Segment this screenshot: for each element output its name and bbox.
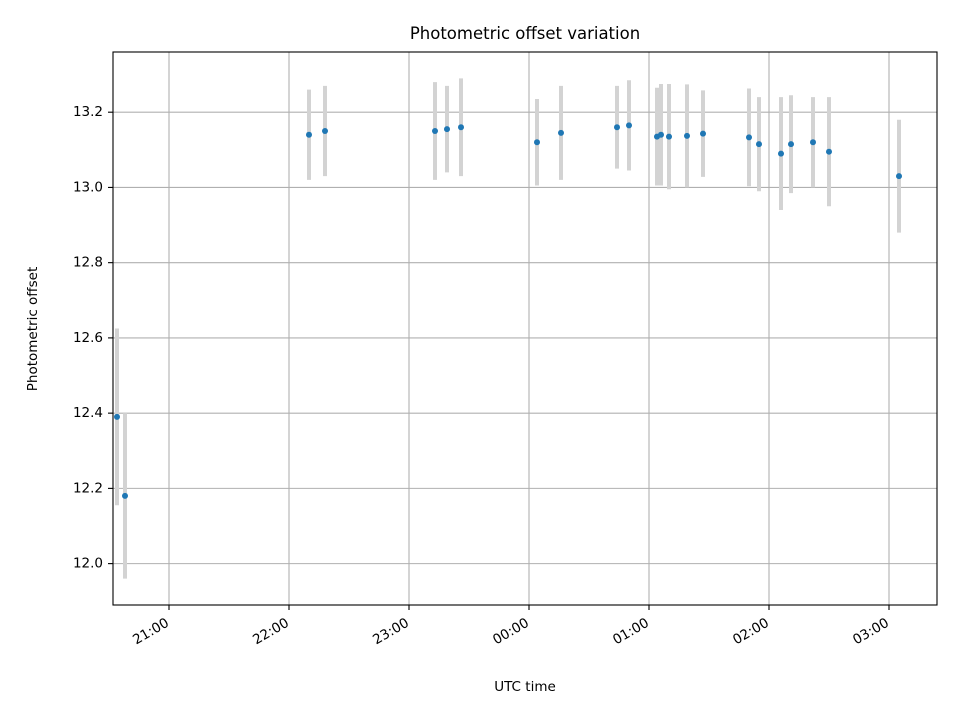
y-tick-label: 12.8 xyxy=(73,255,103,271)
plot-frame xyxy=(112,51,938,606)
data-point xyxy=(458,124,464,131)
data-point xyxy=(322,128,328,134)
y-axis-ticks: 12.0 12.2 12.4 12.6 12.8 13.0 13.2 xyxy=(73,104,113,572)
data-point xyxy=(614,124,620,131)
data-point xyxy=(534,139,540,146)
data-point xyxy=(746,134,752,141)
y-tick-label: 13.0 xyxy=(73,179,103,195)
x-tick-label: 02:00 xyxy=(730,615,772,648)
data-point xyxy=(778,150,784,157)
chart-title: Photometric offset variation xyxy=(410,24,640,43)
data-point xyxy=(432,128,438,134)
data-point xyxy=(558,129,564,136)
x-tick-label: 22:00 xyxy=(250,615,292,648)
data-point xyxy=(826,148,832,155)
x-axis-ticks: 21:00 22:00 23:00 00:00 01:00 02:00 03:00 xyxy=(130,605,892,648)
y-tick-label: 12.4 xyxy=(73,405,103,421)
data-point xyxy=(306,131,312,138)
data-point xyxy=(626,122,632,129)
data-point xyxy=(788,141,794,148)
data-point xyxy=(700,130,706,137)
y-axis-label: Photometric offset xyxy=(25,267,41,391)
x-tick-label: 23:00 xyxy=(370,615,412,648)
y-tick-label: 13.2 xyxy=(73,104,103,120)
data-point xyxy=(684,132,690,139)
x-tick-label: 01:00 xyxy=(610,615,652,648)
data-point xyxy=(666,133,672,140)
x-axis-label: UTC time xyxy=(494,679,556,695)
data-point xyxy=(756,141,762,148)
data-point xyxy=(114,413,120,420)
data-point xyxy=(444,126,450,133)
grid xyxy=(113,52,937,605)
data-point xyxy=(810,139,816,146)
data-point xyxy=(896,173,902,180)
y-tick-label: 12.6 xyxy=(73,330,103,346)
data-point xyxy=(658,131,664,138)
y-tick-label: 12.0 xyxy=(73,556,103,572)
data-points xyxy=(114,122,902,499)
data-point xyxy=(122,492,128,499)
x-tick-label: 21:00 xyxy=(130,615,172,648)
x-tick-label: 03:00 xyxy=(850,615,892,648)
x-tick-label: 00:00 xyxy=(490,615,532,648)
y-tick-label: 12.2 xyxy=(73,480,103,496)
